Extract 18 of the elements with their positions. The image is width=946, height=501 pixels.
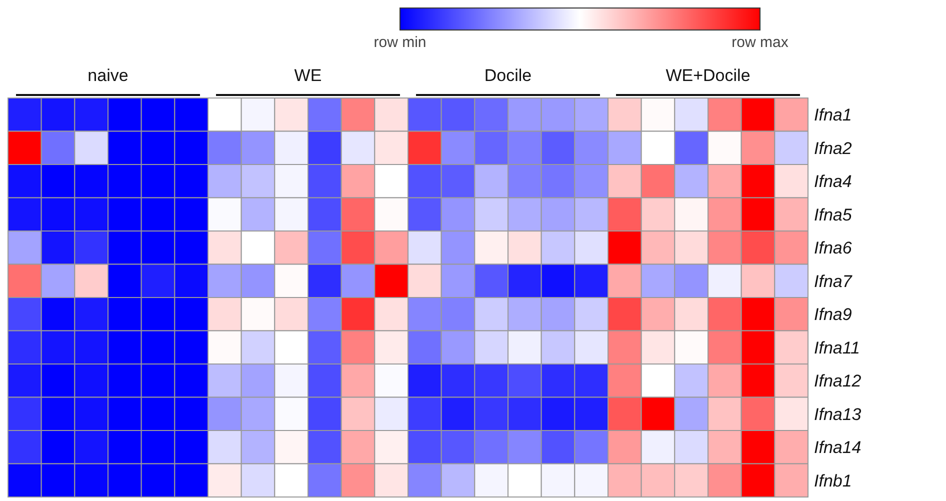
y-tick-label: Ifna11 bbox=[814, 338, 860, 358]
y-tick-label: Ifna7 bbox=[814, 272, 852, 291]
text: WE bbox=[294, 66, 322, 85]
text: Docile bbox=[484, 66, 532, 85]
y-tick-label: Ifna1 bbox=[814, 106, 852, 125]
y-tick-label: Ifna6 bbox=[814, 238, 852, 258]
y-tick-label: Ifna9 bbox=[814, 305, 852, 324]
y-tick-label: Ifna14 bbox=[814, 438, 862, 458]
text: WE+Docile bbox=[666, 66, 750, 85]
y-tick-label: Ifnb1 bbox=[814, 471, 852, 490]
y-tick-label: Ifna4 bbox=[814, 172, 852, 192]
y-tick-label: Ifna13 bbox=[814, 404, 862, 424]
y-tick-label: Ifna5 bbox=[814, 205, 852, 224]
y-tick-label: Ifna2 bbox=[814, 138, 852, 158]
text: naive bbox=[88, 66, 128, 85]
color-bar-label: row min bbox=[374, 34, 426, 51]
y-tick-label: Ifna12 bbox=[814, 372, 862, 391]
color-bar-label: row max bbox=[732, 34, 789, 51]
